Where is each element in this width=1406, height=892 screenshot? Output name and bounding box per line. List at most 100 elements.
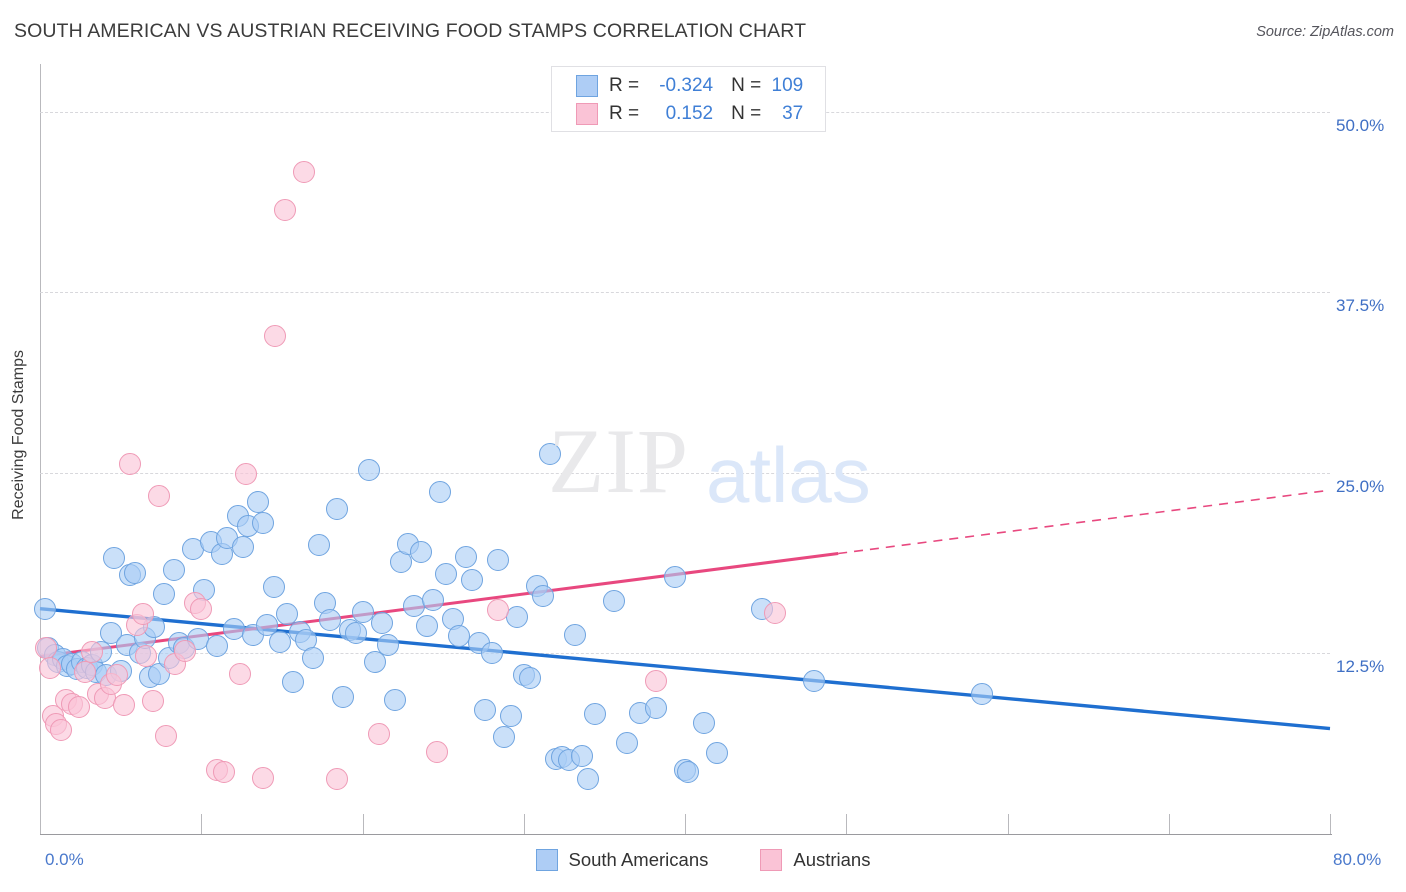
scatter-point-austrians[interactable]	[67, 695, 90, 718]
scatter-point-south-americans[interactable]	[325, 497, 348, 520]
scatter-point-south-americans[interactable]	[570, 744, 593, 767]
scatter-point-south-americans[interactable]	[262, 575, 285, 598]
n-value-south-americans: 109	[771, 75, 804, 96]
scatter-point-austrians[interactable]	[228, 662, 251, 685]
scatter-point-south-americans[interactable]	[409, 541, 432, 564]
scatter-point-austrians[interactable]	[119, 453, 142, 476]
scatter-point-south-americans[interactable]	[256, 613, 279, 636]
scatter-point-south-americans[interactable]	[33, 597, 56, 620]
scatter-point-south-americans[interactable]	[499, 704, 522, 727]
scatter-point-austrians[interactable]	[212, 760, 235, 783]
scatter-point-south-americans[interactable]	[428, 480, 451, 503]
scatter-point-austrians[interactable]	[38, 656, 61, 679]
scatter-point-south-americans[interactable]	[275, 603, 298, 626]
scatter-point-austrians[interactable]	[293, 161, 316, 184]
x-axis-tick	[201, 814, 203, 834]
r-value-austrians: 0.152	[665, 103, 714, 124]
scatter-point-south-americans[interactable]	[124, 561, 147, 584]
scatter-point-south-americans[interactable]	[246, 490, 269, 513]
scatter-point-south-americans[interactable]	[506, 606, 529, 629]
scatter-point-south-americans[interactable]	[693, 711, 716, 734]
scatter-point-south-americans[interactable]	[162, 558, 185, 581]
scatter-point-south-americans[interactable]	[603, 590, 626, 613]
scatter-point-south-americans[interactable]	[480, 642, 503, 665]
scatter-point-austrians[interactable]	[325, 768, 348, 791]
scatter-point-austrians[interactable]	[112, 694, 135, 717]
series-legend-item-austrians[interactable]: Austrians	[760, 849, 870, 871]
scatter-point-austrians[interactable]	[367, 723, 390, 746]
scatter-point-south-americans[interactable]	[103, 547, 126, 570]
x-axis-max-label: 80.0%	[1333, 850, 1382, 869]
scatter-point-south-americans[interactable]	[435, 562, 458, 585]
scatter-point-south-americans[interactable]	[251, 512, 274, 535]
scatter-point-austrians[interactable]	[764, 601, 787, 624]
scatter-point-austrians[interactable]	[644, 669, 667, 692]
scatter-point-austrians[interactable]	[154, 724, 177, 747]
n-value-austrians: 37	[782, 103, 804, 124]
scatter-point-south-americans[interactable]	[583, 703, 606, 726]
scatter-point-south-americans[interactable]	[153, 583, 176, 606]
scatter-point-austrians[interactable]	[132, 603, 155, 626]
scatter-point-south-americans[interactable]	[307, 534, 330, 557]
scatter-point-south-americans[interactable]	[416, 614, 438, 637]
scatter-point-south-americans[interactable]	[664, 565, 687, 588]
scatter-point-south-americans[interactable]	[332, 685, 355, 708]
scatter-point-south-americans[interactable]	[493, 726, 516, 749]
gridline	[40, 472, 1330, 474]
scatter-point-south-americans[interactable]	[677, 760, 700, 783]
scatter-point-south-americans[interactable]	[364, 651, 387, 674]
scatter-point-austrians[interactable]	[235, 463, 258, 486]
scatter-point-south-americans[interactable]	[370, 612, 393, 635]
scatter-point-south-americans[interactable]	[519, 666, 542, 689]
scatter-point-austrians[interactable]	[135, 645, 158, 668]
x-axis-line	[40, 834, 1332, 835]
scatter-point-south-americans[interactable]	[377, 633, 400, 656]
scatter-point-austrians[interactable]	[190, 597, 213, 620]
scatter-point-south-americans[interactable]	[383, 688, 406, 711]
scatter-point-south-americans[interactable]	[206, 635, 229, 658]
series-swatch-south-americans	[535, 849, 558, 871]
scatter-point-south-americans[interactable]	[644, 697, 667, 720]
scatter-point-south-americans[interactable]	[486, 548, 509, 571]
scatter-point-austrians[interactable]	[264, 324, 287, 347]
scatter-point-south-americans[interactable]	[474, 698, 497, 721]
x-axis-tick	[1007, 814, 1009, 834]
scatter-point-south-americans[interactable]	[351, 600, 374, 623]
scatter-point-south-americans[interactable]	[282, 671, 305, 694]
scatter-point-austrians[interactable]	[74, 661, 97, 684]
scatter-point-south-americans[interactable]	[706, 742, 729, 765]
scatter-point-south-americans[interactable]	[454, 545, 477, 568]
scatter-point-austrians[interactable]	[174, 639, 197, 662]
scatter-point-south-americans[interactable]	[577, 768, 600, 791]
scatter-point-austrians[interactable]	[35, 636, 58, 659]
scatter-point-south-americans[interactable]	[269, 630, 292, 653]
series-legend-item-south-americans[interactable]: South Americans	[535, 849, 709, 871]
scatter-point-south-americans[interactable]	[301, 646, 324, 669]
series-label-south-americans: South Americans	[568, 849, 709, 870]
scatter-point-austrians[interactable]	[49, 718, 72, 741]
scatter-point-south-americans[interactable]	[232, 535, 255, 558]
scatter-point-south-americans[interactable]	[615, 731, 638, 754]
scatter-point-south-americans[interactable]	[538, 443, 561, 466]
x-axis-tick	[846, 814, 848, 834]
scatter-point-austrians[interactable]	[148, 484, 171, 507]
x-axis-tick	[1168, 814, 1170, 834]
scatter-point-austrians[interactable]	[425, 740, 448, 763]
scatter-point-south-americans[interactable]	[422, 588, 445, 611]
scatter-point-austrians[interactable]	[106, 664, 129, 687]
scatter-point-austrians[interactable]	[274, 198, 297, 221]
scatter-point-austrians[interactable]	[80, 640, 103, 663]
scatter-point-south-americans[interactable]	[532, 584, 555, 607]
scatter-point-south-americans[interactable]	[345, 622, 368, 645]
scatter-point-south-americans[interactable]	[970, 682, 993, 705]
x-axis-tick	[523, 814, 525, 834]
scatter-point-south-americans[interactable]	[564, 623, 587, 646]
scatter-point-austrians[interactable]	[141, 690, 164, 713]
scatter-point-austrians[interactable]	[251, 766, 274, 789]
scatter-point-south-americans[interactable]	[803, 669, 825, 692]
scatter-point-south-americans[interactable]	[461, 568, 484, 591]
scatter-point-south-americans[interactable]	[357, 458, 380, 481]
scatter-point-south-americans[interactable]	[319, 609, 342, 632]
scatter-point-austrians[interactable]	[486, 599, 509, 622]
